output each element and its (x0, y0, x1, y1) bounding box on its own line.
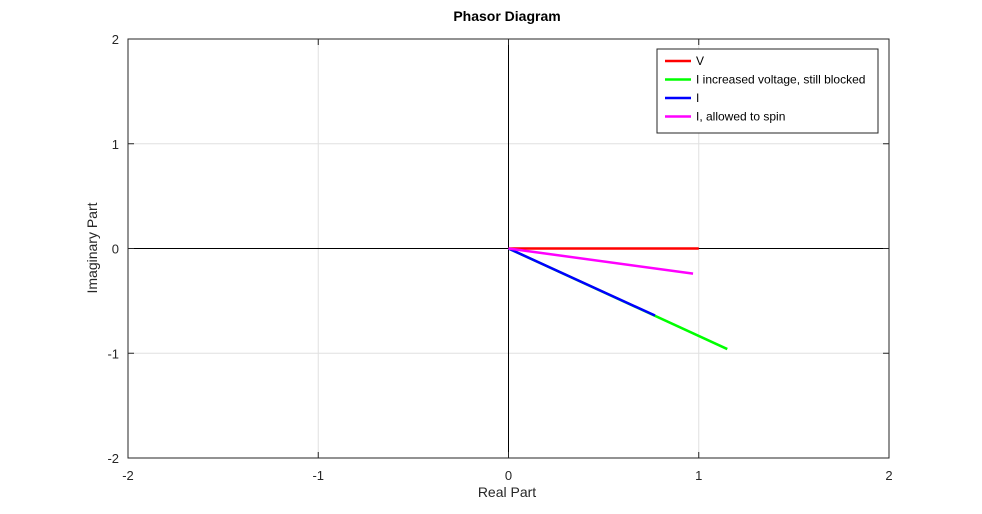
y-tick-label: 0 (112, 242, 119, 257)
x-tick-label: 1 (695, 468, 702, 483)
legend-label: I (696, 91, 699, 105)
y-tick-label: -2 (107, 451, 119, 466)
y-tick-label: 2 (112, 32, 119, 47)
x-tick-label: 2 (885, 468, 892, 483)
legend-label: I, allowed to spin (696, 110, 785, 124)
x-tick-label: -2 (122, 468, 134, 483)
x-tick-label: -1 (312, 468, 324, 483)
series-line-3 (508, 247, 694, 275)
legend: V I increased voltage, still blocked I I, a… (656, 48, 879, 134)
y-tick-label: -1 (107, 346, 119, 361)
y-tick-label: 1 (112, 137, 119, 152)
x-axis-label: Real Part (478, 484, 536, 500)
series-line-2 (507, 247, 656, 317)
tick-labels: -2 -1 0 1 2 -2 -1 0 1 2 (107, 32, 892, 483)
chart-title: Phasor Diagram (453, 8, 560, 24)
legend-label: V (696, 54, 704, 68)
y-axis-label: Imaginary Part (84, 202, 100, 293)
legend-box (656, 48, 879, 134)
series-lines (507, 247, 728, 351)
legend-label: I increased voltage, still blocked (696, 73, 865, 87)
x-tick-label: 0 (505, 468, 512, 483)
